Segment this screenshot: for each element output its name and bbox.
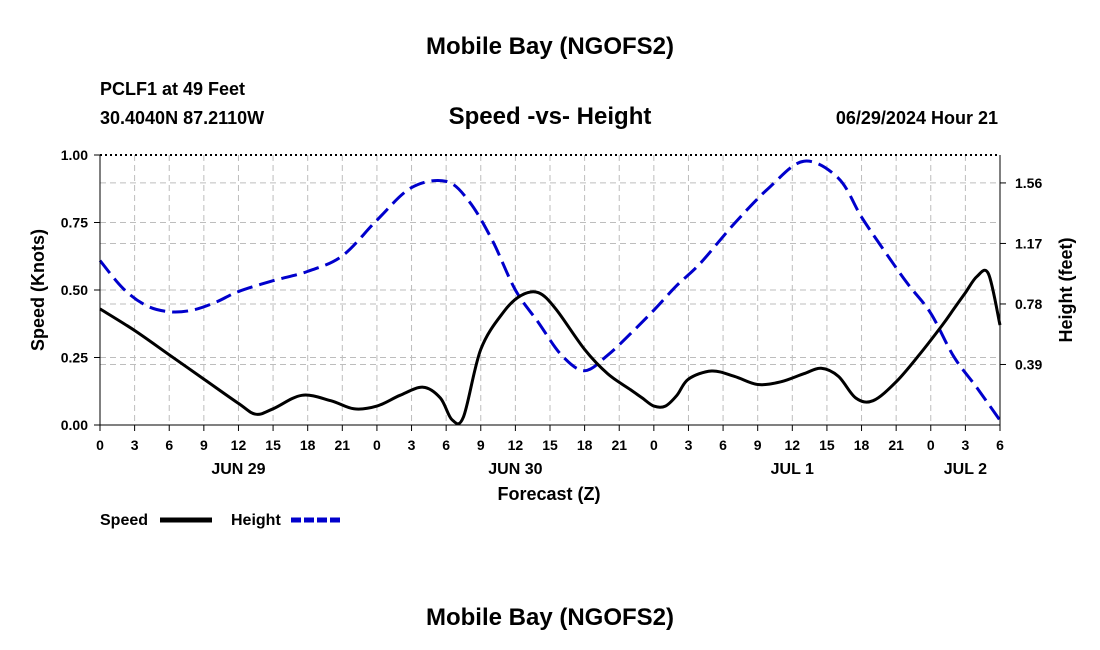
x-tick-label: 21 <box>335 437 351 453</box>
axis-ticks: 0 3 6 9 12 15 18 21 0 3 6 9 12 15 18 21 0 3 6 9 12 15 18 21 0 3 6J… <box>61 147 1043 478</box>
x-tick-label: 15 <box>542 437 558 453</box>
y-tick-label: 0.75 <box>61 215 88 231</box>
x-tick-label: 6 <box>165 437 173 453</box>
y2-tick-label: 1.17 <box>1015 235 1042 251</box>
x-tick-label: 12 <box>508 437 524 453</box>
main-title: Mobile Bay (NGOFS2) <box>426 33 674 60</box>
x-tick-label: 15 <box>819 437 835 453</box>
series-layer <box>98 159 1002 426</box>
series-line-height <box>98 159 1002 422</box>
y-axis-title: Speed (Knots) <box>28 229 48 351</box>
x-tick-label: 21 <box>611 437 627 453</box>
x-tick-label: 0 <box>650 437 658 453</box>
y2-axis-title: Height (feet) <box>1056 238 1076 343</box>
x-tick-label: 12 <box>231 437 247 453</box>
x-tick-label: 0 <box>927 437 935 453</box>
x-tick-label: 3 <box>685 437 693 453</box>
footer-title: Mobile Bay (NGOFS2) <box>426 604 674 631</box>
y2-tick-label: 0.39 <box>1015 356 1042 372</box>
y-tick-label: 0.00 <box>61 417 88 433</box>
x-tick-label: 6 <box>996 437 1004 453</box>
x-tick-label: 6 <box>719 437 727 453</box>
forecast-datetime: 06/29/2024 Hour 21 <box>836 108 998 128</box>
x-tick-label: 0 <box>96 437 104 453</box>
x-axis-title: Forecast (Z) <box>497 484 600 504</box>
x-tick-label: 21 <box>888 437 904 453</box>
x-tick-label: 6 <box>442 437 450 453</box>
x-tick-label: 3 <box>131 437 139 453</box>
x-tick-label: 18 <box>854 437 870 453</box>
y-tick-label: 0.50 <box>61 282 88 298</box>
y-tick-label: 0.25 <box>61 350 88 366</box>
date-label: JUL 2 <box>944 461 987 478</box>
x-tick-label: 9 <box>200 437 208 453</box>
date-label: JUL 1 <box>771 461 814 478</box>
legend-height-label: Height <box>231 512 281 529</box>
chart-subtitle: Speed -vs- Height <box>449 103 652 130</box>
station-label: PCLF1 at 49 Feet <box>100 79 245 99</box>
x-tick-label: 18 <box>577 437 593 453</box>
x-tick-label: 18 <box>300 437 316 453</box>
x-tick-label: 3 <box>961 437 969 453</box>
date-label: JUN 29 <box>211 461 265 478</box>
x-tick-label: 15 <box>265 437 281 453</box>
y2-tick-label: 1.56 <box>1015 175 1042 191</box>
date-label: JUN 30 <box>488 461 542 478</box>
x-tick-label: 12 <box>785 437 801 453</box>
grid <box>100 155 1000 425</box>
series-line-speed <box>99 268 1002 426</box>
x-tick-label: 9 <box>477 437 485 453</box>
y-tick-label: 1.00 <box>61 147 88 163</box>
legend: Speed Height <box>100 512 343 529</box>
legend-speed-label: Speed <box>100 512 148 529</box>
y2-tick-label: 0.78 <box>1015 296 1042 312</box>
coordinates-label: 30.4040N 87.2110W <box>100 108 264 128</box>
x-tick-label: 3 <box>408 437 416 453</box>
x-tick-label: 0 <box>373 437 381 453</box>
x-tick-label: 9 <box>754 437 762 453</box>
